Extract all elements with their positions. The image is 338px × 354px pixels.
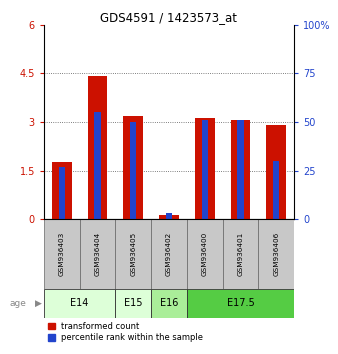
Bar	[195, 118, 215, 219]
Bar	[237, 120, 244, 219]
Bar	[130, 122, 137, 219]
Bar	[266, 125, 286, 219]
Bar	[94, 112, 101, 219]
Bar	[201, 120, 208, 219]
Bar	[115, 219, 151, 289]
Text: E15: E15	[124, 298, 143, 308]
Bar	[52, 162, 72, 219]
Text: GSM936404: GSM936404	[95, 232, 100, 276]
Bar	[88, 76, 107, 219]
Text: E17.5: E17.5	[226, 298, 254, 308]
Bar	[273, 161, 279, 219]
Text: E14: E14	[71, 298, 89, 308]
Bar	[123, 116, 143, 219]
Text: E16: E16	[160, 298, 178, 308]
Text: GSM936405: GSM936405	[130, 232, 136, 276]
Title: GDS4591 / 1423573_at: GDS4591 / 1423573_at	[100, 11, 238, 24]
Bar	[258, 219, 294, 289]
Bar	[151, 219, 187, 289]
Text: GSM936401: GSM936401	[238, 232, 243, 276]
Bar	[115, 289, 151, 318]
Bar	[187, 289, 294, 318]
Bar	[151, 289, 187, 318]
Text: GSM936403: GSM936403	[59, 232, 65, 276]
Bar	[44, 289, 115, 318]
Bar	[159, 215, 179, 219]
Text: age: age	[10, 299, 27, 308]
Text: GSM936406: GSM936406	[273, 232, 279, 276]
Bar	[44, 219, 80, 289]
Text: GSM936400: GSM936400	[202, 232, 208, 276]
Bar	[166, 213, 172, 219]
Bar	[223, 219, 258, 289]
Text: GSM936402: GSM936402	[166, 232, 172, 276]
Text: ▶: ▶	[35, 299, 42, 308]
Bar	[231, 120, 250, 219]
Legend: transformed count, percentile rank within the sample: transformed count, percentile rank withi…	[48, 322, 203, 342]
Bar	[187, 219, 223, 289]
Bar	[59, 167, 65, 219]
Bar	[80, 219, 115, 289]
